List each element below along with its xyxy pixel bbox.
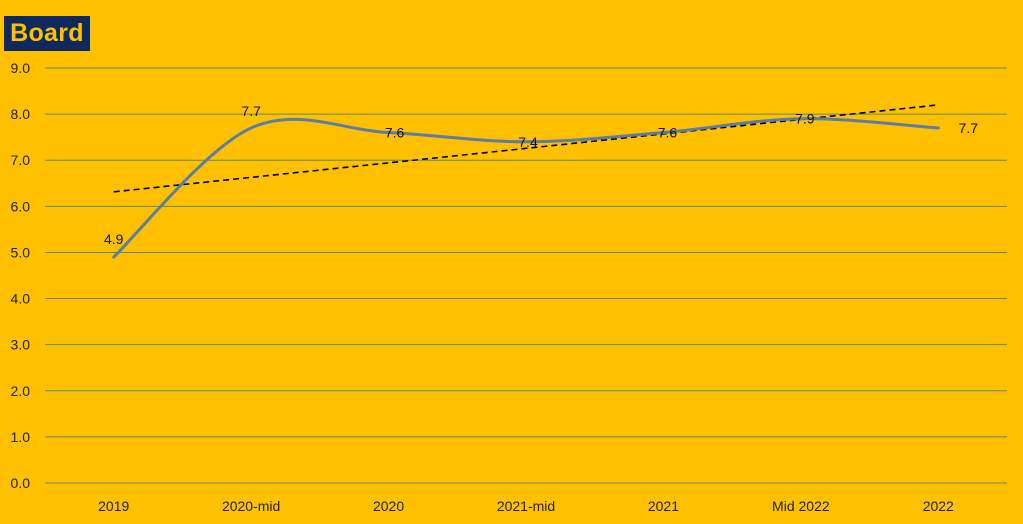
x-tick-label: 2020 [373,498,404,514]
series-line [112,117,940,259]
y-tick-label: 5.0 [11,244,31,260]
y-tick-label: 4.0 [11,291,31,307]
data-label: 7.6 [385,125,405,141]
y-tick-label: 3.0 [11,337,31,353]
x-tick-label: 2022 [923,498,954,514]
y-tick-label: 7.0 [11,152,31,168]
y-tick-label: 2.0 [11,383,31,399]
data-label: 7.9 [795,111,815,127]
data-label: 7.4 [518,134,538,150]
y-tick-label: 1.0 [11,429,31,445]
data-label: 7.7 [241,103,261,119]
x-tick-label: 2021-mid [497,498,555,514]
chart-title-badge: Board [4,16,90,51]
chart-title: Board [10,19,84,47]
y-tick-label: 9.0 [11,60,31,76]
data-label: 7.6 [658,125,678,141]
data-label: 4.9 [104,231,124,247]
y-tick-label: 8.0 [11,106,31,122]
x-tick-label: 2019 [98,498,129,514]
y-tick-label: 0.0 [11,475,31,491]
data-label: 7.7 [959,120,979,136]
x-tick-label: 2021 [648,498,679,514]
y-tick-label: 6.0 [11,198,31,214]
x-tick-label: Mid 2022 [772,498,830,514]
x-tick-label: 2020-mid [222,498,280,514]
